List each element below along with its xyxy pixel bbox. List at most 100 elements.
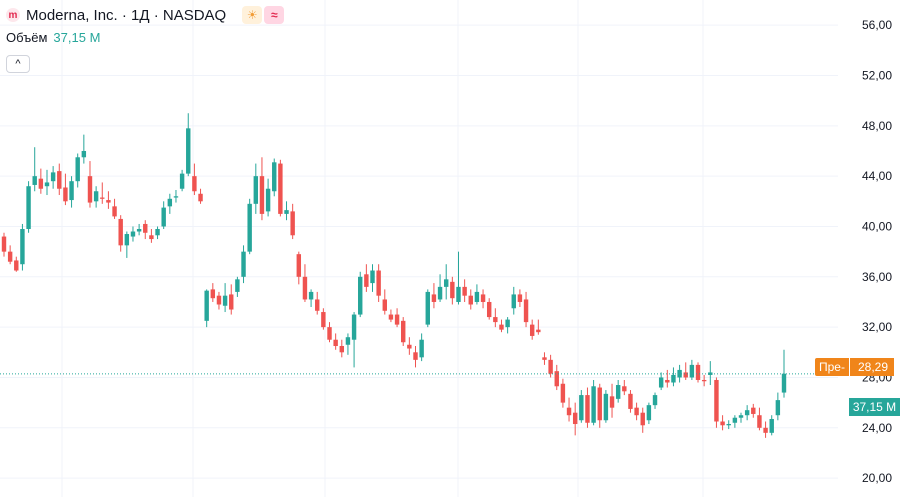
candle-body xyxy=(44,182,50,187)
wave-icon[interactable]: ≈ xyxy=(264,6,285,24)
candle-body xyxy=(732,417,738,423)
candle-body xyxy=(407,344,412,349)
candle-body xyxy=(597,387,602,421)
candle-body xyxy=(615,385,621,399)
volume-value: 37,15 M xyxy=(53,30,101,45)
candle-body xyxy=(628,393,633,409)
candle-body xyxy=(63,187,68,202)
premarket-price: 28,29 xyxy=(848,358,894,376)
candle-body xyxy=(192,176,197,192)
candle-body xyxy=(14,260,19,271)
candle-body xyxy=(505,319,510,328)
candle-body xyxy=(591,386,596,423)
candle-body xyxy=(652,395,658,406)
candle-body xyxy=(542,357,547,360)
candle-body xyxy=(241,251,246,277)
y-tick-label: 24,00 xyxy=(862,421,892,435)
candle-body xyxy=(437,286,443,300)
price-axis[interactable]: 20,0024,0028,0032,0036,0040,0044,0048,00… xyxy=(862,18,892,485)
candle-body xyxy=(272,162,277,192)
candle-body xyxy=(603,393,609,421)
candle-body xyxy=(677,369,682,378)
candle-body xyxy=(511,294,516,309)
candle-body xyxy=(229,294,234,310)
candle-body xyxy=(499,324,504,330)
candle-body xyxy=(38,178,44,189)
y-tick-label: 36,00 xyxy=(862,270,892,284)
y-tick-label: 32,00 xyxy=(862,320,892,334)
candle-body xyxy=(327,327,332,340)
volume-label: Объём xyxy=(6,30,48,45)
candle-body xyxy=(321,312,326,328)
candle-body xyxy=(235,279,240,292)
candle-body xyxy=(474,291,480,302)
candle-body xyxy=(364,274,369,287)
symbol-title[interactable]: Moderna, Inc. · 1Д · NASDAQ xyxy=(26,6,227,24)
candle-body xyxy=(149,235,154,240)
premarket-label: Пре- xyxy=(815,358,849,376)
candle-body xyxy=(26,186,31,229)
candle-body xyxy=(450,281,455,299)
y-tick-label: 40,00 xyxy=(862,219,892,233)
candle-body xyxy=(155,228,160,236)
candle-body xyxy=(456,286,461,302)
candle-body xyxy=(198,193,203,202)
candle-body xyxy=(480,294,486,302)
y-tick-label: 44,00 xyxy=(862,169,892,183)
candle-body xyxy=(757,415,762,428)
candle-body xyxy=(579,395,584,421)
candle-body xyxy=(769,418,774,433)
candle-body xyxy=(419,339,424,358)
candle-body xyxy=(253,176,259,204)
candle-body xyxy=(523,299,529,323)
candle-body xyxy=(695,364,701,380)
candle-body xyxy=(216,295,222,305)
candle-body xyxy=(143,223,148,233)
candle-body xyxy=(87,176,93,203)
candle-body xyxy=(50,172,56,182)
candle-body xyxy=(333,339,338,347)
candle-body xyxy=(112,206,117,217)
y-tick-label: 48,00 xyxy=(862,119,892,133)
candle-body xyxy=(493,317,498,323)
candle-body xyxy=(726,424,731,426)
candle-body xyxy=(566,407,572,416)
candle-body xyxy=(720,421,725,426)
candle-body xyxy=(290,211,295,236)
candle-body xyxy=(161,207,166,227)
candle-body xyxy=(701,379,707,382)
price-grid xyxy=(0,0,838,497)
premarket-price-tag: Пре- 28,29 xyxy=(815,358,894,376)
y-tick-label: 56,00 xyxy=(862,18,892,32)
candle-body xyxy=(20,228,25,265)
candle-body xyxy=(486,301,492,318)
candle-body xyxy=(7,251,13,262)
candle-body xyxy=(370,270,375,284)
volume-axis-tag: 37,15 M xyxy=(849,398,900,416)
chevron-up-icon: ^ xyxy=(15,58,21,70)
candle-body xyxy=(179,173,185,189)
candle-body xyxy=(646,405,652,421)
candle-body xyxy=(278,163,283,214)
moderna-logo: m xyxy=(6,8,20,22)
candle-body xyxy=(265,188,271,212)
candle-body xyxy=(536,329,541,333)
candle-body xyxy=(167,198,173,207)
candle-body xyxy=(315,299,320,311)
candle-body xyxy=(665,379,670,383)
candle-body xyxy=(173,196,179,198)
candle-body xyxy=(308,291,314,300)
candle-body xyxy=(529,324,535,336)
candle-body xyxy=(671,374,676,383)
candle-body xyxy=(351,314,357,340)
collapse-legend-button[interactable]: ^ xyxy=(6,55,30,73)
candle-body xyxy=(640,412,645,426)
candle-body xyxy=(425,291,430,325)
volume-legend: Объём 37,15 M xyxy=(6,30,100,45)
candle-body xyxy=(658,377,664,388)
sun-icon[interactable]: ☀ xyxy=(242,6,263,24)
candle-body xyxy=(32,176,37,185)
candle-body xyxy=(744,410,750,416)
candle-body xyxy=(751,407,756,414)
